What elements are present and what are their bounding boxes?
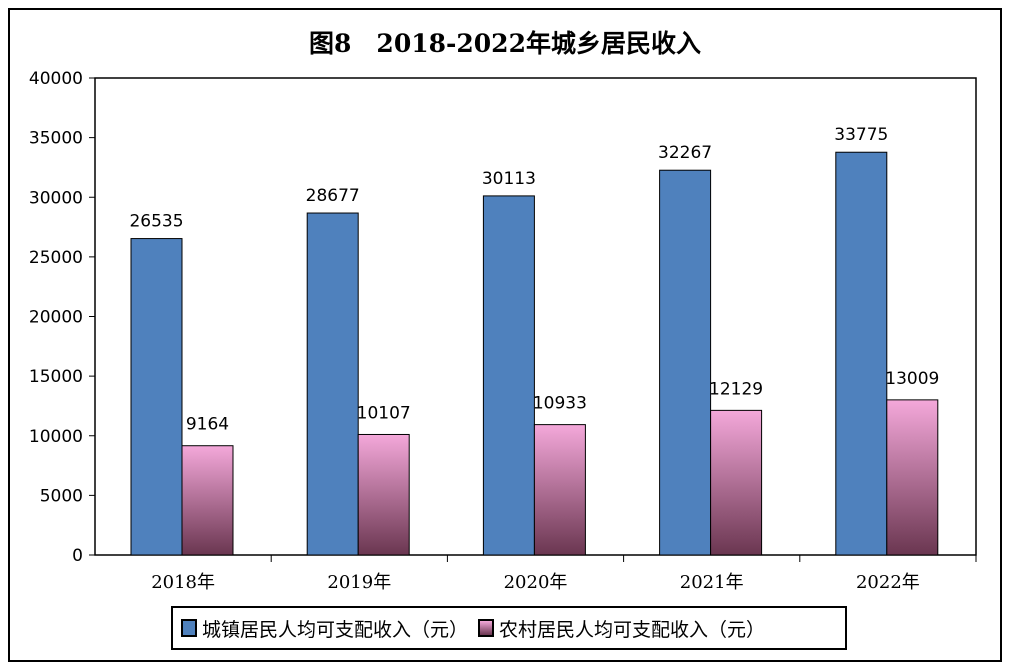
bar-rural: [710, 409, 763, 556]
bar-rural: [533, 424, 586, 556]
data-label: 30113: [482, 169, 536, 189]
data-label: 13009: [885, 369, 939, 389]
bar-rural: [357, 433, 410, 556]
bar-urban: [130, 238, 183, 556]
legend-item-urban: 城镇居民人均可支配收入（元）: [181, 615, 468, 642]
x-tick-label: 2021年: [680, 572, 744, 593]
y-tick-label: 5000: [40, 486, 83, 506]
x-tick-label: 2019年: [327, 572, 391, 593]
bar-rural: [886, 399, 939, 556]
y-tick-label: 35000: [29, 129, 83, 149]
chart-frame: [8, 8, 1002, 662]
legend-swatch-rural: [478, 619, 495, 637]
y-tick-label: 30000: [29, 188, 83, 208]
data-label: 10107: [357, 403, 411, 423]
data-label: 9164: [186, 415, 229, 435]
y-tick-label: 20000: [29, 308, 83, 328]
bar-urban: [482, 195, 535, 556]
y-tick-label: 15000: [29, 367, 83, 387]
bar-urban: [835, 151, 888, 556]
legend-item-rural: 农村居民人均可支配收入（元）: [478, 615, 765, 642]
data-label: 12129: [709, 379, 763, 399]
x-tick-label: 2022年: [856, 572, 920, 593]
data-label: 32267: [658, 143, 712, 163]
bar-urban: [659, 169, 712, 556]
chart-title: 图8 2018-2022年城乡居民收入: [309, 29, 701, 58]
y-tick-label: 10000: [29, 427, 83, 447]
x-tick-label: 2018年: [151, 572, 215, 593]
x-tick-label: 2020年: [504, 572, 568, 593]
legend-label-urban: 城镇居民人均可支配收入（元）: [202, 618, 469, 641]
data-label: 10933: [533, 394, 587, 414]
y-tick-label: 0: [72, 546, 83, 566]
bar-rural: [181, 445, 234, 556]
legend-label-rural: 农村居民人均可支配收入（元）: [499, 618, 766, 641]
data-label: 28677: [306, 186, 360, 206]
legend: 城镇居民人均可支配收入（元） 农村居民人均可支配收入（元）: [171, 606, 847, 650]
bar-urban: [306, 212, 359, 556]
data-label: 33775: [834, 125, 888, 145]
y-tick-label: 40000: [29, 69, 83, 89]
legend-swatch-urban: [181, 619, 197, 637]
y-tick-label: 25000: [29, 248, 83, 268]
data-label: 26535: [129, 212, 183, 232]
